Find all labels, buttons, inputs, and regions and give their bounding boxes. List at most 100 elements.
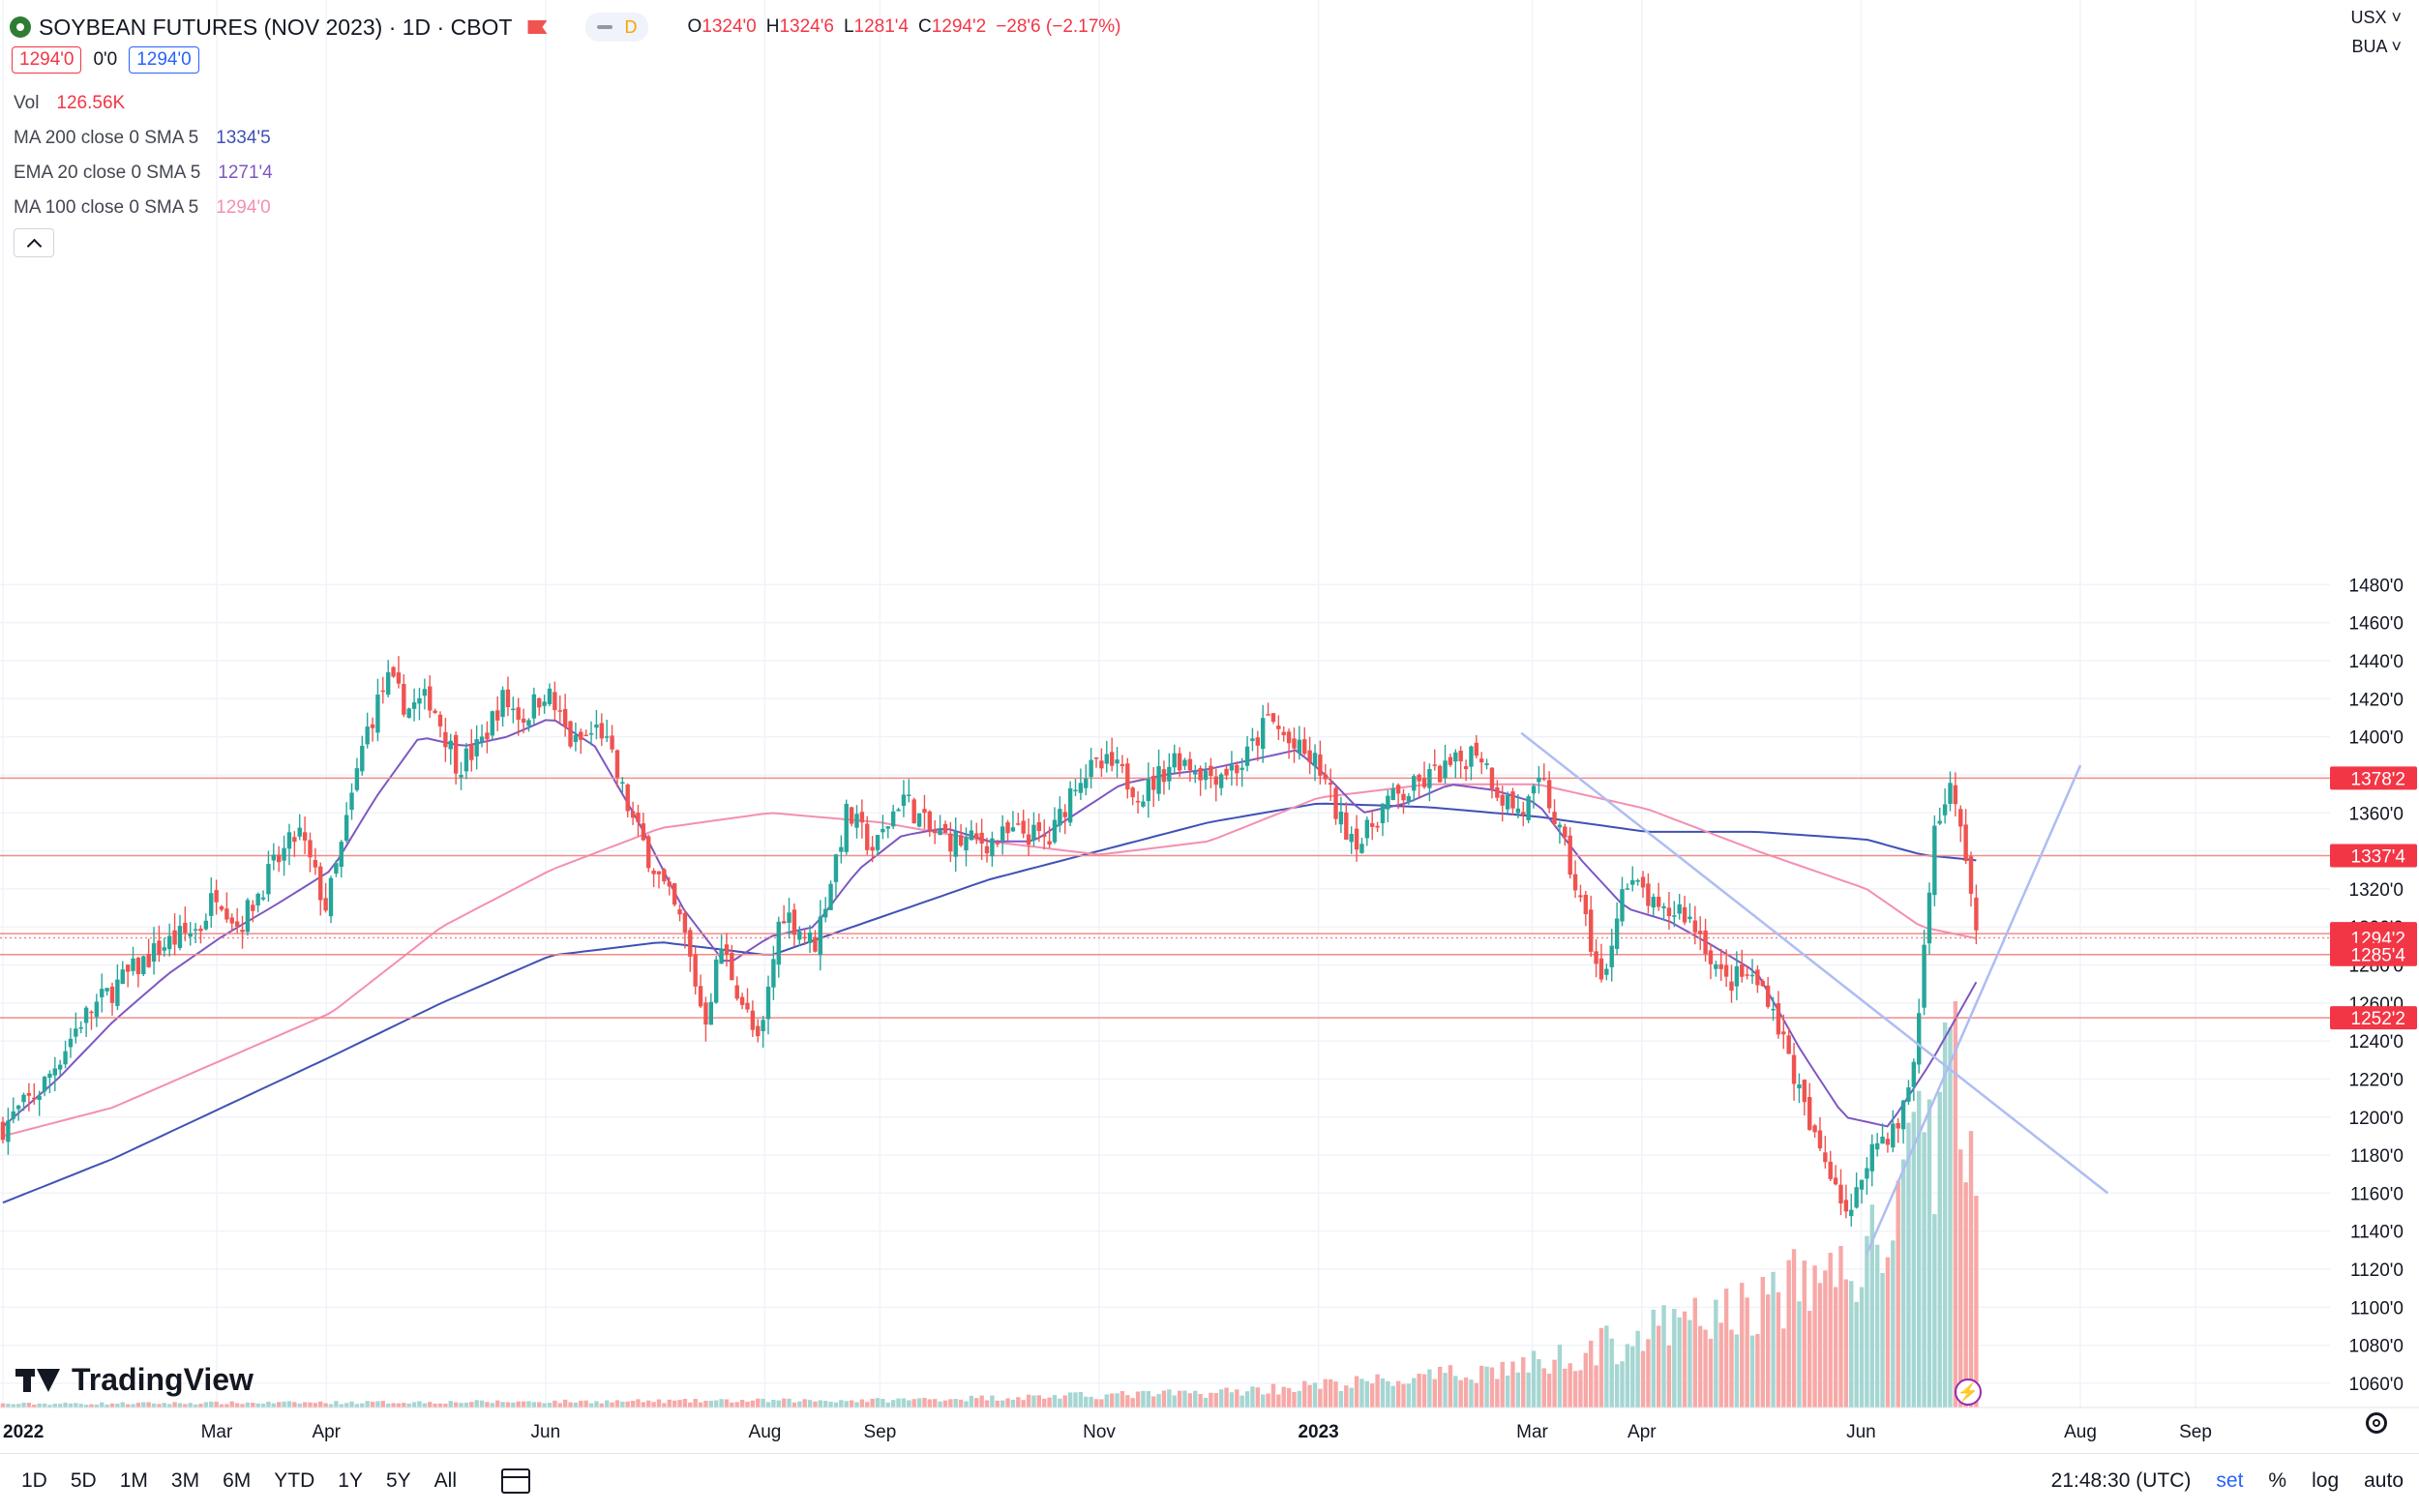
time-tick-label: Aug	[2064, 1422, 2097, 1442]
volume-bar	[1677, 1317, 1682, 1408]
unit-selector[interactable]: BUA ˅	[2351, 37, 2402, 56]
candle-body	[485, 732, 490, 740]
candle-body	[1572, 874, 1578, 891]
indicator-label: Vol	[14, 93, 40, 113]
volume-bar	[234, 1403, 240, 1408]
volume-bar	[1250, 1386, 1255, 1408]
volume-bar	[1359, 1379, 1364, 1408]
timeframe-1y[interactable]: 1Y	[338, 1469, 363, 1492]
candle-body	[89, 1011, 94, 1014]
auto-button[interactable]: auto	[2364, 1469, 2404, 1492]
volume-bar	[562, 1399, 568, 1408]
symbol-title[interactable]: SOYBEAN FUTURES (NOV 2023) · 1D · CBOT	[39, 14, 513, 40]
volume-bar	[500, 1402, 505, 1408]
trendlines[interactable]	[1520, 731, 2109, 1255]
volume-bar	[453, 1402, 459, 1408]
candle-body	[791, 909, 797, 935]
candle-body	[1557, 824, 1563, 828]
candle-body	[380, 690, 386, 693]
flag-icon[interactable]	[527, 20, 547, 34]
volume-bar	[604, 1400, 610, 1408]
volume-bar	[302, 1402, 308, 1408]
candle-body	[1489, 767, 1495, 789]
timeframe-6m[interactable]: 6M	[223, 1469, 252, 1492]
candle-body	[1380, 803, 1386, 823]
indicator-label: MA 100 close 0 SMA 5	[14, 197, 199, 218]
volume-bar	[6, 1404, 11, 1408]
candle-body	[1427, 768, 1432, 788]
candle-body	[1630, 879, 1635, 885]
volume-bar	[1328, 1379, 1333, 1408]
set-button[interactable]: set	[2216, 1469, 2244, 1492]
volume-bar	[271, 1403, 277, 1408]
sell-button[interactable]: 1294'0	[12, 46, 82, 74]
candle-body	[854, 814, 859, 828]
volume-bar	[990, 1395, 995, 1408]
timeframe-1m[interactable]: 1M	[119, 1469, 148, 1492]
candle-body	[1786, 1035, 1791, 1054]
dash-icon	[597, 25, 613, 29]
candle-body	[1042, 834, 1047, 838]
percent-button[interactable]: %	[2268, 1469, 2287, 1492]
volume-bar	[1526, 1372, 1531, 1408]
candle-body	[1541, 778, 1546, 780]
timeframe-3m[interactable]: 3M	[170, 1469, 200, 1492]
candle-body	[1760, 981, 1765, 987]
log-button[interactable]: log	[2312, 1469, 2340, 1492]
candle-body	[656, 871, 662, 875]
calendar-icon[interactable]	[501, 1468, 530, 1494]
volume-bar	[1479, 1365, 1484, 1408]
candle-body	[339, 842, 343, 867]
volume-bar	[1968, 1131, 1974, 1408]
candle-body	[1297, 739, 1302, 754]
clock-label[interactable]: 21:48:30 (UTC)	[2050, 1469, 2192, 1492]
currency-label: USX	[2350, 8, 2387, 27]
horizontal-levels[interactable]	[0, 777, 2330, 1019]
volume-bar	[1537, 1359, 1541, 1408]
volume-bar	[1000, 1400, 1005, 1408]
volume-bar	[219, 1404, 224, 1408]
volume-bar	[183, 1404, 188, 1408]
candle-body	[1312, 753, 1318, 767]
visibility-pill[interactable]: D	[585, 13, 649, 42]
volume-bar	[1749, 1335, 1755, 1408]
volume-bar	[1443, 1373, 1448, 1408]
timeframe-5d[interactable]: 5D	[70, 1469, 97, 1492]
currency-selector[interactable]: USX ˅	[2350, 8, 2402, 27]
volume-bar	[1167, 1389, 1172, 1408]
collapse-indicators-button[interactable]	[14, 228, 54, 257]
candle-body	[1250, 738, 1255, 741]
candle-body	[938, 829, 942, 836]
lightning-icon[interactable]: ⚡	[1955, 1379, 1982, 1406]
volume-bar	[485, 1402, 490, 1408]
candle-body	[1880, 1137, 1885, 1144]
volume-bar	[1869, 1204, 1874, 1408]
buy-button[interactable]: 1294'0	[129, 46, 199, 74]
candle-body	[271, 854, 277, 861]
settings-gear-icon[interactable]	[2366, 1412, 2387, 1434]
volume-bar	[828, 1402, 833, 1408]
timeframe-1d[interactable]: 1D	[21, 1469, 47, 1492]
indicator-ma200[interactable]: MA 200 close 0 SMA 5 1334'5	[14, 128, 271, 149]
candle-body	[318, 866, 323, 901]
indicator-volume[interactable]: Vol 126.56K	[14, 93, 125, 114]
indicator-ema20[interactable]: EMA 20 close 0 SMA 5 1271'4	[14, 163, 273, 184]
volume-bar	[885, 1402, 890, 1408]
timeframe-ytd[interactable]: YTD	[274, 1469, 315, 1492]
candle-body	[1224, 768, 1229, 776]
candle-body	[588, 732, 594, 735]
candle-body	[813, 936, 818, 952]
volume-bar	[1843, 1279, 1849, 1408]
candle-body	[1937, 820, 1942, 824]
volume-bar	[224, 1404, 229, 1408]
timeframe-all[interactable]: All	[433, 1469, 457, 1492]
volume-bar	[286, 1401, 292, 1408]
volume-bar	[47, 1405, 52, 1408]
candle-body	[78, 1026, 83, 1029]
indicator-ma100[interactable]: MA 100 close 0 SMA 5 1294'0	[14, 197, 271, 219]
candle-body	[1276, 726, 1281, 729]
candle-body	[1906, 1087, 1911, 1102]
timeframe-5y[interactable]: 5Y	[385, 1469, 411, 1492]
volume-bar	[1073, 1392, 1078, 1408]
